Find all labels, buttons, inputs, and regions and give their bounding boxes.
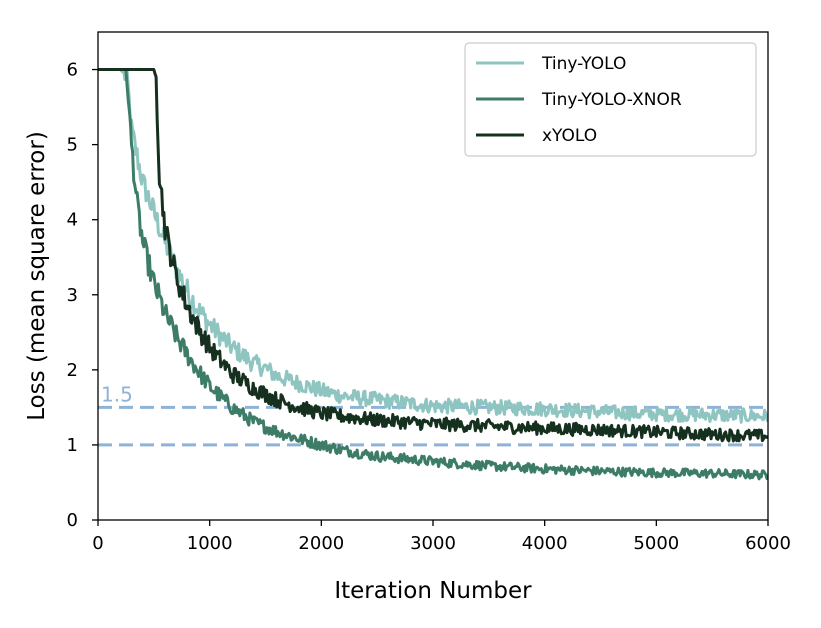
x-tick-label: 3000 <box>410 533 456 554</box>
series-line-xyolo <box>98 68 768 443</box>
legend-label: Tiny-YOLO <box>541 54 626 74</box>
legend-frame <box>464 42 757 157</box>
x-axis: 0 1000 2000 3000 4000 5000 6000 <box>92 520 791 554</box>
x-tick-label: 1000 <box>187 533 233 554</box>
legend: Tiny-YOLO Tiny-YOLO-XNOR xYOLO <box>464 42 757 157</box>
x-axis-title: Iteration Number <box>334 578 532 604</box>
series-lines <box>98 68 768 481</box>
legend-label: Tiny-YOLO-XNOR <box>541 90 682 110</box>
y-axis: 0 1 2 3 4 5 6 <box>67 60 98 531</box>
reference-line-label: 1.5 <box>101 382 133 406</box>
x-tick-label: 4000 <box>522 533 568 554</box>
y-tick-label: 0 <box>67 510 78 531</box>
y-tick-label: 4 <box>67 210 78 231</box>
series-line-tiny-yolo <box>98 68 768 424</box>
x-tick-label: 5000 <box>633 533 679 554</box>
x-tick-label: 2000 <box>298 533 344 554</box>
y-tick-label: 3 <box>67 285 78 306</box>
y-axis-title: Loss (mean square error) <box>24 131 50 421</box>
y-tick-label: 2 <box>67 360 78 381</box>
x-tick-label: 6000 <box>745 533 791 554</box>
y-tick-label: 1 <box>67 435 78 456</box>
series-line-tiny-yolo-xnor <box>98 68 768 481</box>
legend-label: xYOLO <box>542 126 597 146</box>
y-tick-label: 6 <box>67 60 78 81</box>
x-tick-label: 0 <box>92 533 103 554</box>
y-tick-label: 5 <box>67 135 78 156</box>
